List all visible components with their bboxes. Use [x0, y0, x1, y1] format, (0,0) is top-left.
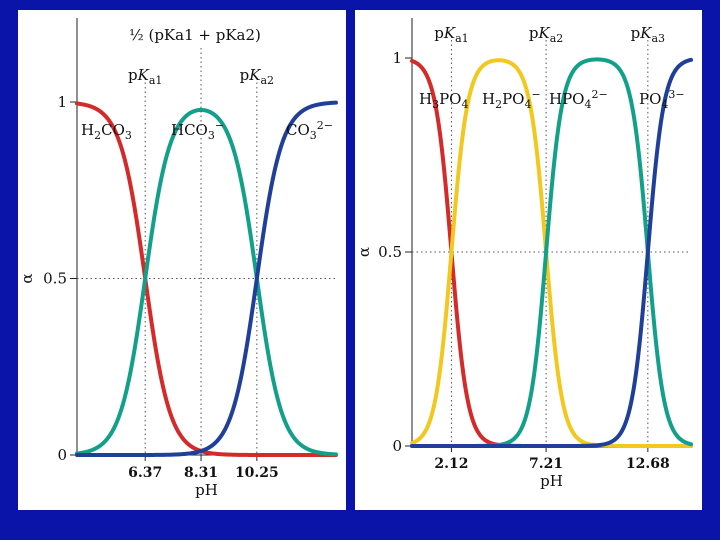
carbonate-chart: 0 0.5 1 6.37 8.31 10.25 pH α pKa1 pKa2 H2CO3 HCO3− C…: [18, 18, 338, 499]
carbonate-midpoint-annotation: ½ (pKa1 + pKa2): [129, 26, 261, 44]
phosphate-pka-label-1: pKa2: [529, 24, 563, 45]
carbonate-pka-label-1: pKa2: [240, 66, 274, 87]
carbonate-xtick-label-0: 6.37: [128, 465, 162, 481]
phosphate-ytick-label-2: 1: [392, 49, 402, 67]
carbonate-series-1: [75, 107, 338, 457]
phosphate-xtick-label-0: 2.12: [434, 456, 468, 472]
carbonate-xtick-label-2: 10.25: [235, 465, 279, 481]
carbonate-ylabel: α: [18, 273, 36, 283]
phosphate-species-label-1: H2PO4−: [482, 88, 541, 111]
phosphate-pka-label-2: pKa3: [631, 24, 665, 45]
carbonate-species-label-2: CO32−: [286, 119, 333, 142]
phosphate-xlabel: pH: [540, 472, 563, 490]
carbonate-ytick-label-2: 1: [57, 93, 67, 111]
phosphate-series-1: [410, 58, 693, 448]
carbonate-chart-panel: 0 0.5 1 6.37 8.31 10.25 pH α pKa1 pKa2 H2CO3 HCO3− C…: [18, 10, 346, 510]
carbonate-species-label-0: H2CO3: [81, 121, 132, 142]
phosphate-species-label-0: H3PO4: [419, 90, 468, 111]
carbonate-xlabel: pH: [195, 481, 218, 499]
phosphate-ylabel: α: [355, 247, 373, 257]
carbonate-species-label-1: HCO3−: [171, 119, 224, 142]
phosphate-xtick-label-1: 7.21: [529, 456, 563, 472]
phosphate-ytick-label-1: 0.5: [378, 243, 402, 261]
phosphate-species-label-3: PO43−: [639, 88, 685, 111]
phosphate-chart: 0 0.5 1 2.12 7.21 12.68 pH α pKa1 pKa2 pKa3 H3PO4 H2…: [355, 18, 693, 490]
phosphate-species-label-2: HPO42−: [549, 88, 608, 111]
phosphate-pka-label-0: pKa1: [434, 24, 468, 45]
carbonate-xtick-label-1: 8.31: [184, 465, 218, 481]
phosphate-xtick-label-2: 12.68: [626, 456, 670, 472]
phosphate-chart-panel: 0 0.5 1 2.12 7.21 12.68 pH α pKa1 pKa2 pKa3 H3PO4 H2…: [355, 10, 702, 510]
phosphate-ytick-label-0: 0: [392, 437, 402, 455]
carbonate-series-2: [75, 100, 338, 457]
phosphate-series-3: [410, 57, 693, 448]
carbonate-ytick-label-0: 0: [57, 446, 67, 464]
carbonate-pka-label-0: pKa1: [128, 66, 162, 87]
carbonate-ytick-label-1: 0.5: [43, 270, 67, 288]
carbonate-series-0: [75, 101, 338, 457]
